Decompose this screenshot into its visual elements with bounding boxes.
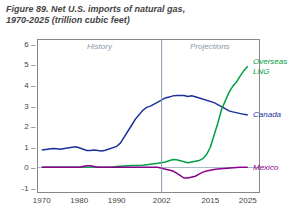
svg-text:5 –: 5 – [24, 60, 36, 69]
svg-text:History: History [87, 42, 113, 51]
svg-text:2015: 2015 [201, 196, 219, 205]
svg-text:4 –: 4 – [24, 81, 36, 90]
svg-text:3 –: 3 – [24, 102, 36, 111]
svg-text:Canada: Canada [253, 110, 282, 119]
svg-text:2 –: 2 – [24, 122, 36, 131]
svg-text:6 –: 6 – [24, 40, 36, 49]
svg-text:1990: 1990 [108, 196, 126, 205]
svg-text:1 –: 1 – [24, 143, 36, 152]
svg-text:1980: 1980 [70, 196, 88, 205]
svg-text:-1 –: -1 – [22, 184, 36, 193]
svg-text:1970: 1970 [33, 196, 51, 205]
svg-text:Projections: Projections [190, 42, 230, 51]
svg-text:Mexico: Mexico [253, 163, 279, 172]
svg-text:Figure 89. Net U.S. imports of: Figure 89. Net U.S. imports of natural g… [6, 4, 185, 26]
svg-text:OverseasLNG: OverseasLNG [253, 57, 287, 76]
svg-text:0 –: 0 – [24, 163, 36, 172]
svg-text:2025: 2025 [239, 196, 257, 205]
svg-text:2002: 2002 [153, 196, 171, 205]
